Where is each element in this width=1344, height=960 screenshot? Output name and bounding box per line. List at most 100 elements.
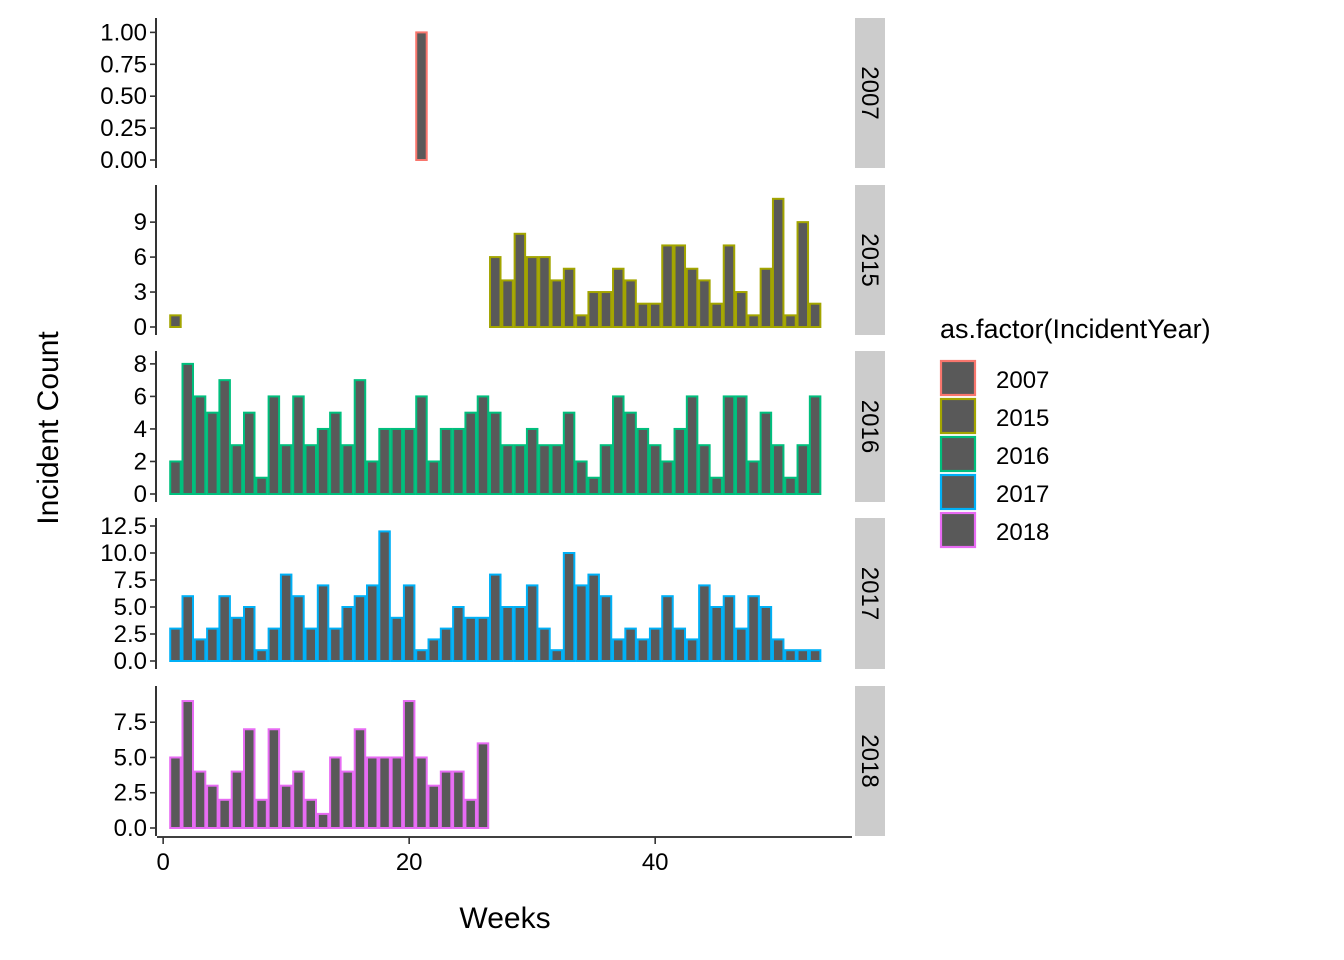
bar [218,595,231,663]
bar [329,411,342,496]
bar [292,395,305,495]
bar [796,444,810,496]
bar [193,638,207,663]
bar [575,314,588,329]
bar [193,770,207,829]
bar [439,627,453,662]
bar [439,770,453,829]
bar [513,606,527,662]
legend-key [939,511,977,549]
bar [796,221,810,328]
y-tick-label: 6 [134,244,147,271]
y-tick-label: 0.0 [114,815,147,842]
y-tick-label: 0.50 [100,83,147,110]
bar [267,395,281,495]
bar [292,595,305,663]
bar [550,649,564,663]
bar [612,395,625,495]
bar [525,427,539,495]
bar [218,798,231,830]
bar [525,584,539,663]
bar [501,279,514,328]
legend: as.factor(IncidentYear) 2007 2015 2016 2017… [939,314,1211,549]
bar [489,573,502,662]
legend-entry: 2016 [939,435,1049,473]
bar [759,606,773,662]
y-tick-label: 7.5 [114,567,147,594]
bar [784,476,797,496]
y-tick-label: 6 [134,383,147,410]
bar [329,756,342,830]
bar [636,302,650,328]
facet-strip-label: 2017 [856,567,883,620]
bar [243,411,256,496]
bar [722,595,736,663]
legend-label: 2016 [996,443,1049,470]
bar [599,595,613,663]
x-axis-title: Weeks [459,902,550,935]
bar [304,798,318,830]
y-tick-label: 0.75 [100,51,147,78]
bar [710,302,723,328]
y-tick-label: 5.0 [114,594,147,621]
bar [501,444,514,496]
bar [698,444,711,496]
bar [243,728,256,830]
bar [230,444,244,496]
bar [710,606,723,662]
bar [599,444,613,496]
bar [710,476,723,496]
legend-label: 2007 [996,367,1049,394]
bar [562,267,576,329]
bar [808,302,822,328]
bar [771,197,785,328]
bar [341,444,354,496]
bar [255,649,268,663]
y-tick-label: 9 [134,209,147,236]
bar [402,427,416,495]
bar [747,460,760,495]
bar [624,411,637,496]
bar [366,756,379,830]
legend-key [939,397,977,435]
bar [661,244,674,328]
bar [648,302,662,328]
bar [735,291,748,329]
y-tick-label: 0.25 [100,115,147,142]
bar [366,460,379,495]
facet-strip [855,185,885,335]
bar [538,627,551,662]
legend-entries: 2007 2015 2016 2017 2018 [939,359,1049,549]
bar [169,627,182,662]
legend-key [939,473,977,511]
x-tick-label: 20 [396,849,423,876]
y-tick-label: 0 [134,481,147,508]
bar [169,756,182,830]
bar [206,784,219,829]
bar [316,427,330,495]
bar [206,627,219,662]
bar [636,638,650,663]
bar [452,770,465,829]
bar [402,584,416,663]
bar [390,616,404,662]
facet-panel-2007: 0.00 0.25 0.50 0.75 1.00 2007 [100,18,885,174]
bar [439,427,453,495]
bar [759,267,773,329]
bar [316,812,330,829]
bar [587,291,600,329]
bar [427,638,441,663]
bar [538,256,551,328]
y-tick-label: 2.5 [114,780,147,807]
bar [575,584,588,663]
bar [378,427,391,495]
legend-label: 2018 [996,519,1049,546]
bar [427,784,441,829]
y-tick-label: 2 [134,448,147,475]
bar [378,756,391,830]
bar [243,606,256,662]
bar [673,427,687,495]
bar [771,638,785,663]
bar [575,460,588,495]
